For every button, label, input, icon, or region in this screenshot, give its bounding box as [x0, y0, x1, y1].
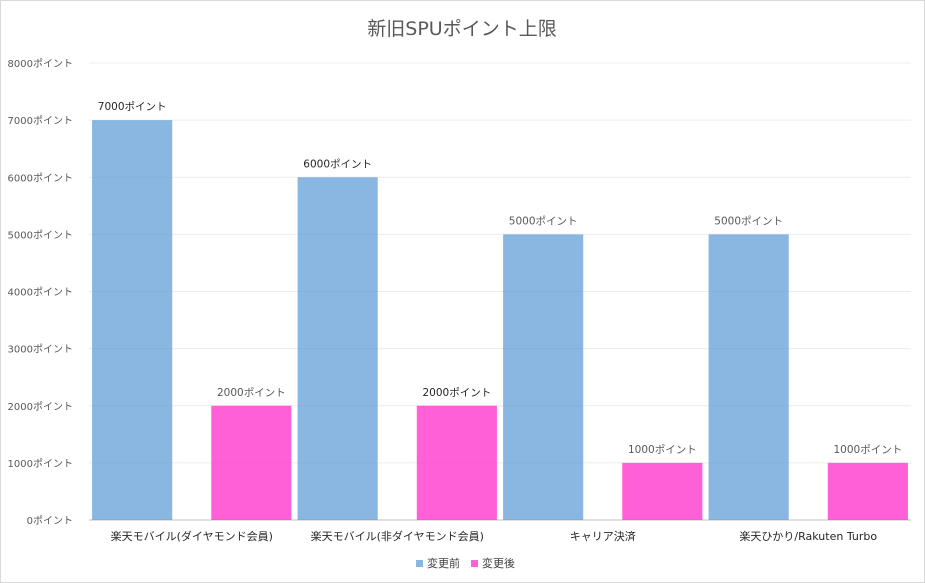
data-label: 5000ポイント: [714, 215, 783, 227]
legend-label: 変更後: [482, 556, 515, 570]
data-label: 2000ポイント: [422, 387, 491, 399]
bar-before-1: [297, 177, 378, 520]
legend-label: 変更前: [427, 556, 460, 570]
category-label: 楽天ひかり/Rakuten Turbo: [739, 530, 877, 543]
y-tick-label: 2000ポイント: [8, 401, 73, 413]
bar-after-0: [211, 405, 292, 520]
legend-swatch: [471, 560, 478, 567]
y-tick-label: 0ポイント: [27, 515, 73, 527]
category-label: キャリア決済: [570, 529, 636, 543]
y-tick-label: 1000ポイント: [8, 458, 73, 470]
bar-before-0: [92, 120, 173, 520]
y-tick-label: 5000ポイント: [8, 229, 73, 241]
data-label: 2000ポイント: [217, 387, 286, 399]
bar-after-1: [416, 405, 497, 520]
legend-swatch: [416, 560, 423, 567]
bar-after-2: [622, 462, 703, 520]
data-label: 7000ポイント: [98, 101, 167, 113]
y-tick-label: 3000ポイント: [8, 344, 73, 356]
data-label: 1000ポイント: [628, 444, 697, 456]
category-label: 楽天モバイル(ダイヤモンド会員): [111, 529, 273, 543]
chart-title: 新旧SPUポイント上限: [367, 18, 556, 40]
data-label: 1000ポイント: [833, 444, 902, 456]
y-tick-label: 8000ポイント: [8, 58, 73, 70]
bar-before-2: [503, 234, 584, 520]
category-label: 楽天モバイル(非ダイヤモンド会員): [311, 529, 484, 543]
y-tick-label: 7000ポイント: [8, 115, 73, 127]
bar-after-3: [827, 462, 908, 520]
y-tick-label: 4000ポイント: [8, 287, 73, 299]
data-label: 6000ポイント: [303, 158, 372, 170]
data-label: 5000ポイント: [509, 215, 578, 227]
bar-before-3: [708, 234, 789, 520]
y-tick-label: 6000ポイント: [8, 172, 73, 184]
